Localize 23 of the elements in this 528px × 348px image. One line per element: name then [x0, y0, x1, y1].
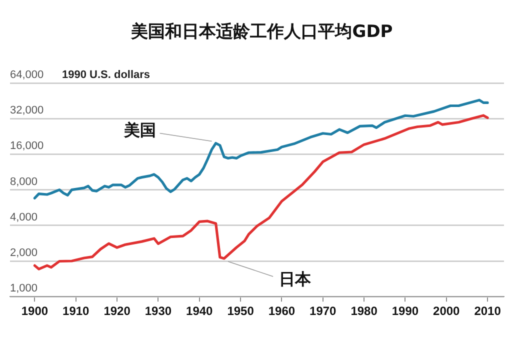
y-tick-label: 2,000 — [10, 247, 38, 260]
y-tick-label: 8,000 — [10, 176, 38, 188]
x-tick-label: 1930 — [144, 304, 172, 318]
x-tick-label: 1920 — [104, 304, 131, 318]
y-axis-title: 1990 U.S. dollars — [62, 69, 150, 81]
text: 美国 — [122, 120, 156, 140]
x-tick-label: 2000 — [433, 304, 460, 318]
x-tick-label: 2010 — [474, 304, 502, 318]
y-tick-label: 16,000 — [10, 140, 44, 152]
x-tick-label: 1960 — [268, 304, 296, 318]
y-tick-label: 4,000 — [10, 211, 38, 224]
x-tick-label: 1980 — [350, 304, 378, 318]
x-tick-label: 1900 — [21, 304, 48, 318]
x-tick-label: 1990 — [392, 304, 419, 318]
chart-title: 美国和日本适龄工作人口平均GDP — [130, 21, 394, 43]
x-tick-label: 1940 — [186, 304, 214, 318]
x-tick-label: 1910 — [62, 304, 90, 318]
x-tick-label: 1950 — [227, 304, 254, 318]
y-tick-label: 32,000 — [10, 104, 44, 117]
y-tick-label: 1,000 — [10, 282, 38, 295]
y-tick-label: 64,000 — [10, 69, 44, 82]
text: 日本 — [279, 270, 312, 289]
x-tick-label: 1970 — [310, 304, 337, 318]
